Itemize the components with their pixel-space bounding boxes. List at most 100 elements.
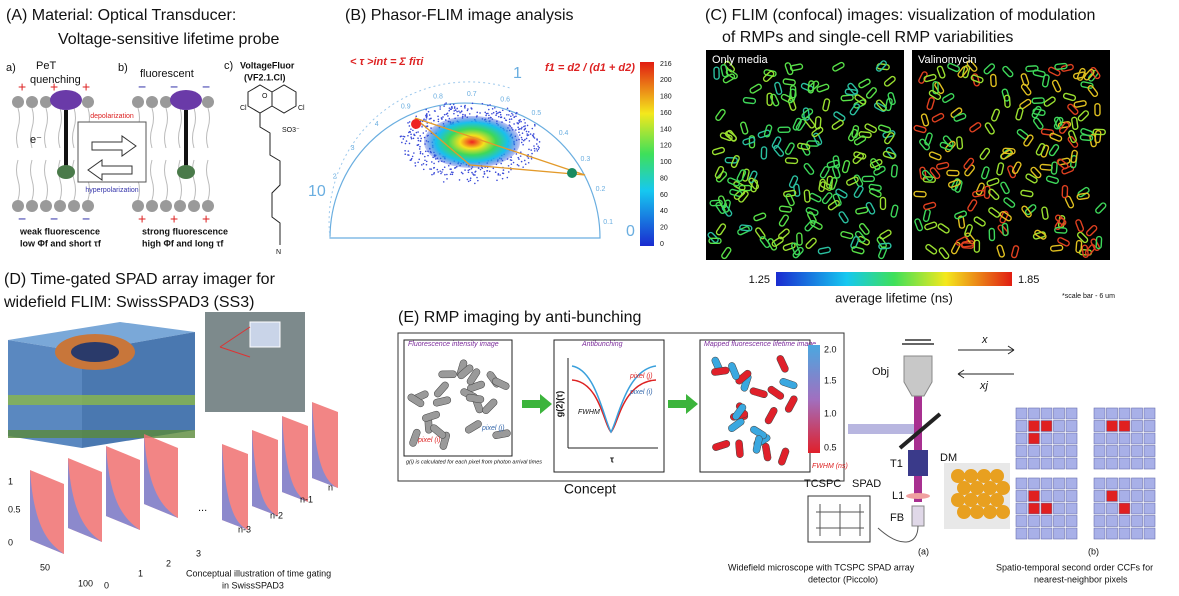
point [428, 111, 430, 113]
fwhm-label: FWHM [578, 409, 600, 416]
point [493, 168, 495, 170]
charge: + [170, 211, 178, 227]
lipid-head [202, 96, 214, 108]
point [498, 116, 500, 118]
concept-label: Concept [564, 481, 616, 497]
lipid-tail [45, 108, 48, 200]
point [449, 168, 451, 170]
grid-pixel [1144, 433, 1155, 444]
point [467, 110, 469, 112]
image-label: Only media [712, 54, 769, 66]
colorbar [776, 272, 1012, 286]
point [445, 102, 447, 104]
point [409, 143, 411, 145]
point [419, 148, 421, 150]
arc-tick-label: 0.6 [500, 97, 510, 104]
point [426, 113, 428, 115]
charge: − [18, 211, 26, 227]
point [421, 164, 423, 166]
panel-a-title: (A) Material: Optical Transducer: [6, 7, 236, 24]
lens-tube [908, 450, 928, 476]
caption: nearest-neighbor pixels [1034, 574, 1128, 584]
point [418, 140, 420, 142]
point [477, 180, 479, 182]
label: fluorescent [140, 68, 194, 80]
point [537, 150, 539, 152]
point [429, 118, 431, 120]
point [518, 120, 520, 122]
point [464, 114, 466, 116]
point [533, 145, 535, 147]
point [470, 180, 472, 182]
point [524, 125, 526, 127]
density [424, 116, 520, 168]
point [528, 134, 530, 136]
point [530, 133, 532, 135]
point [528, 162, 530, 164]
point [471, 168, 473, 170]
point [496, 111, 498, 113]
arc-tick-label: 0.3 [580, 156, 590, 163]
point [421, 126, 423, 128]
point [526, 138, 528, 140]
point [468, 171, 470, 173]
point [495, 114, 497, 116]
point [434, 110, 436, 112]
point [458, 110, 460, 112]
charge: − [138, 79, 146, 95]
panel-a-title: Voltage-sensitive lifetime probe [58, 31, 280, 48]
colorbar-label: 1.85 [1018, 274, 1039, 286]
chem-label: Cl [298, 105, 305, 112]
point [522, 132, 524, 134]
grid-pixel [1054, 446, 1065, 457]
colorbar [640, 62, 654, 246]
pixel [990, 469, 1004, 483]
lipid-head [12, 96, 24, 108]
point [530, 149, 532, 151]
colorbar-label: 1.25 [749, 274, 770, 286]
gate-label: n-3 [238, 524, 251, 534]
point [444, 174, 446, 176]
point [444, 166, 446, 168]
point [525, 128, 527, 130]
grid-pixel [1029, 528, 1040, 539]
label: (VF2.1.Cl) [244, 72, 286, 82]
point [513, 162, 515, 164]
grid-pixel [1144, 421, 1155, 432]
pixel [983, 481, 997, 495]
point [486, 170, 488, 172]
point [488, 109, 490, 111]
grid-pixel [1041, 458, 1052, 469]
sub-label: (b) [1088, 546, 1099, 556]
point [510, 159, 512, 161]
label: strong fluorescence [142, 226, 228, 236]
point [497, 174, 499, 176]
grid-pixel [1029, 458, 1040, 469]
grid-pixel [1107, 421, 1118, 432]
grid-pixel [1029, 491, 1040, 502]
point [474, 183, 476, 185]
label: e⁻ [30, 134, 42, 146]
point [515, 129, 517, 131]
lipid-head [146, 96, 158, 108]
label: high Φf and long τf [142, 238, 224, 248]
point [430, 168, 432, 170]
point [438, 121, 440, 123]
grid-pixel [1041, 503, 1052, 514]
point [443, 181, 445, 183]
pixel [996, 505, 1010, 519]
point [497, 112, 499, 114]
panel-c-title: (C) FLIM (confocal) images: visualizatio… [705, 7, 1095, 24]
point [453, 113, 455, 115]
z-tick-label: 1 [138, 568, 143, 578]
lipid-tail [17, 108, 20, 200]
point [426, 164, 428, 166]
pixel [977, 493, 991, 507]
ellipsis: ... [198, 502, 207, 514]
point [496, 179, 498, 181]
grid-pixel [1054, 433, 1065, 444]
setup-label: xj [979, 380, 989, 392]
stage [902, 340, 934, 344]
point [536, 143, 538, 145]
grid-pixel [1041, 421, 1052, 432]
